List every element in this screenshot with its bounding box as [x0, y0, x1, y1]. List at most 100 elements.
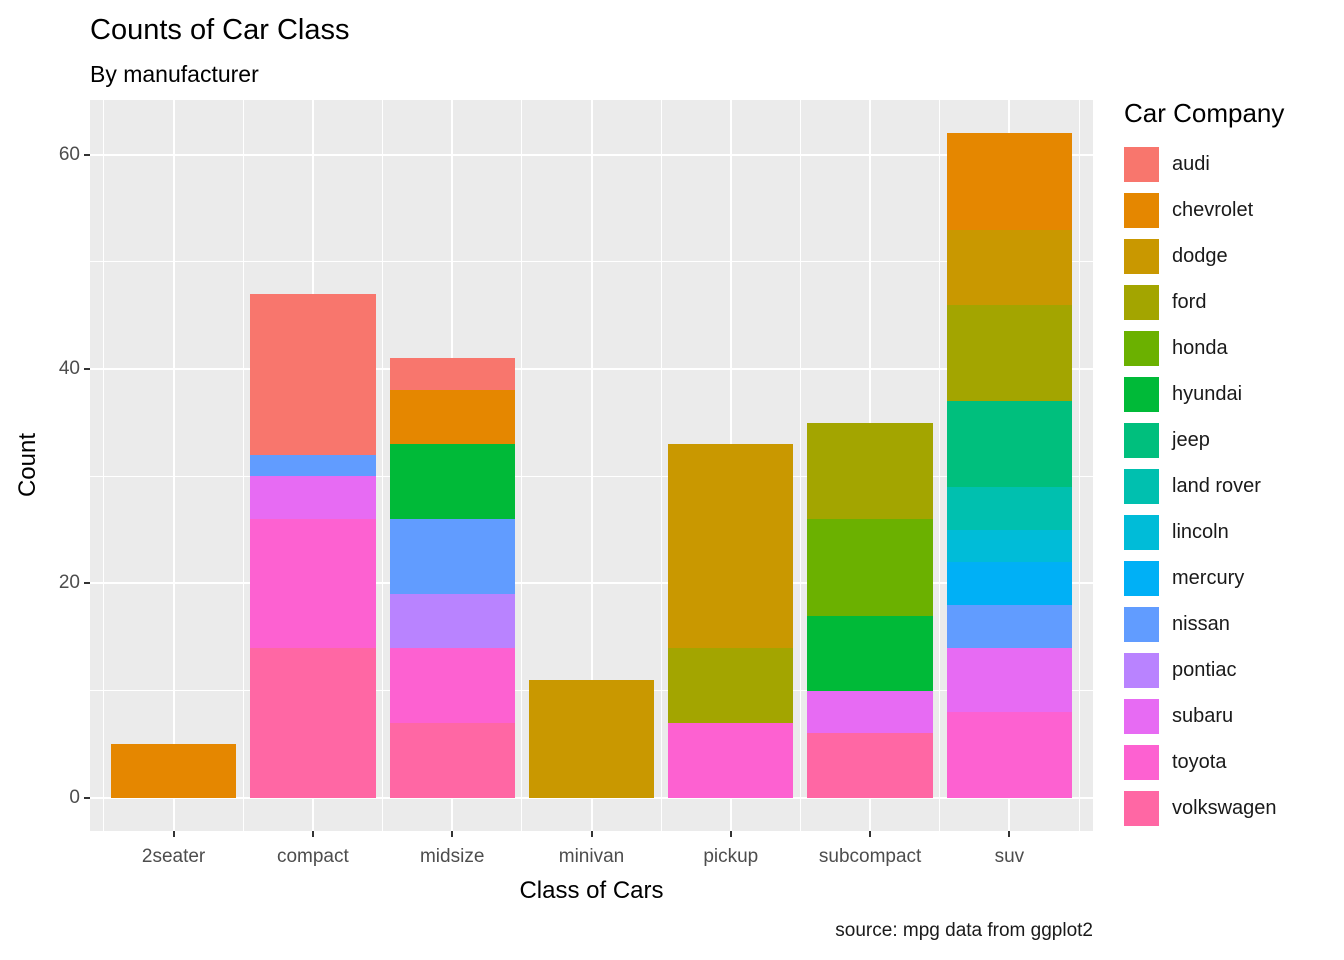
- legend-swatch-dodge: [1124, 239, 1159, 274]
- legend-swatch-honda: [1124, 331, 1159, 366]
- legend-item-dodge: dodge: [1124, 239, 1342, 274]
- legend-label-mercury: mercury: [1172, 567, 1245, 589]
- x-axis-tick: [311, 831, 314, 837]
- legend-item-lincoln: lincoln: [1124, 515, 1342, 550]
- bar-segment-suv-ford: [946, 304, 1073, 402]
- bar-segment-midsize-pontiac: [389, 594, 515, 648]
- y-tick-label: 0: [69, 786, 80, 808]
- bar-segment-midsize-toyota: [389, 647, 515, 723]
- bar-segment-suv-nissan: [946, 604, 1073, 648]
- legend-item-jeep: jeep: [1124, 423, 1342, 458]
- x-tick-label: compact: [276, 846, 349, 867]
- legend-item-honda: honda: [1124, 331, 1342, 366]
- legend-label-pontiac: pontiac: [1172, 659, 1237, 681]
- bar-segment-suv-chevrolet: [946, 133, 1073, 230]
- bar-segment-subcompact-volkswagen: [807, 733, 933, 798]
- x-axis-tick: [869, 831, 872, 837]
- legend-item-nissan: nissan: [1124, 607, 1342, 642]
- x-axis-title: Class of Cars: [519, 877, 664, 904]
- chart-title: Counts of Car Class: [90, 14, 350, 46]
- x-tick-label: pickup: [703, 846, 759, 867]
- legend-item-subaru: subaru: [1124, 699, 1342, 734]
- legend-swatch-subaru: [1124, 699, 1159, 734]
- bar-segment-subcompact-hyundai: [807, 615, 933, 691]
- x-tick-label: midsize: [419, 846, 485, 867]
- legend-item-toyota: toyota: [1124, 745, 1342, 780]
- chart-subtitle: By manufacturer: [90, 61, 259, 87]
- bar-segment-compact-volkswagen: [250, 647, 376, 798]
- legend-label-honda: honda: [1172, 337, 1228, 359]
- gridline-minor-vertical: [103, 100, 105, 831]
- y-tick-label: 60: [58, 143, 80, 165]
- legend-item-audi: audi: [1124, 147, 1342, 182]
- legend-label-nissan: nissan: [1172, 613, 1230, 635]
- gridline-major-vertical: [590, 100, 593, 831]
- chart-caption: source: mpg data from ggplot2: [835, 920, 1093, 941]
- legend-label-volkswagen: volkswagen: [1172, 797, 1277, 819]
- legend-label-lincoln: lincoln: [1172, 521, 1229, 543]
- y-axis-tick: [84, 582, 90, 585]
- gridline-minor-vertical: [939, 100, 941, 831]
- bar-segment-2seater-chevrolet: [110, 744, 237, 798]
- bar-segment-compact-audi: [250, 294, 376, 455]
- legend-item-chevrolet: chevrolet: [1124, 193, 1342, 228]
- legend-item-mercury: mercury: [1124, 561, 1342, 596]
- bar-segment-pickup-ford: [668, 647, 794, 723]
- legend-item-land-rover: land rover: [1124, 469, 1342, 504]
- gridline-minor-vertical: [660, 100, 662, 831]
- bar-segment-subcompact-ford: [807, 422, 933, 520]
- bar-segment-pickup-dodge: [668, 444, 794, 648]
- legend-swatch-chevrolet: [1124, 193, 1159, 228]
- x-tick-label: suv: [994, 846, 1025, 867]
- gridline-major-vertical: [172, 100, 175, 831]
- legend-swatch-nissan: [1124, 607, 1159, 642]
- legend-swatch-land-rover: [1124, 469, 1159, 504]
- x-tick-label: minivan: [558, 846, 625, 867]
- legend-label-subaru: subaru: [1172, 705, 1234, 727]
- legend-item-volkswagen: volkswagen: [1124, 791, 1342, 826]
- y-tick-label: 20: [58, 572, 80, 594]
- x-axis-tick: [590, 831, 593, 837]
- x-axis-tick: [172, 831, 175, 837]
- legend-swatch-audi: [1124, 147, 1159, 182]
- x-tick-label: 2seater: [141, 846, 206, 867]
- bar-segment-subcompact-honda: [807, 519, 933, 616]
- legend-swatch-volkswagen: [1124, 791, 1159, 826]
- x-axis-tick: [729, 831, 732, 837]
- bar-segment-suv-land-rover: [946, 486, 1073, 530]
- x-tick-label: subcompact: [818, 846, 922, 867]
- gridline-minor-vertical: [799, 100, 801, 831]
- legend-label-hyundai: hyundai: [1172, 383, 1243, 405]
- bar-segment-suv-subaru: [946, 647, 1073, 712]
- legend-swatch-hyundai: [1124, 377, 1159, 412]
- legend-swatch-lincoln: [1124, 515, 1159, 550]
- legend-label-audi: audi: [1172, 153, 1210, 175]
- gridline-minor-vertical: [242, 100, 244, 831]
- legend-label-ford: ford: [1172, 291, 1207, 313]
- x-axis-tick: [1008, 831, 1011, 837]
- legend-label-jeep: jeep: [1172, 429, 1210, 451]
- bar-segment-suv-lincoln: [946, 529, 1073, 562]
- legend-label-chevrolet: chevrolet: [1172, 199, 1254, 221]
- legend-swatch-mercury: [1124, 561, 1159, 596]
- gridline-minor-vertical: [382, 100, 384, 831]
- bar-segment-compact-nissan: [250, 454, 376, 477]
- bar-segment-midsize-audi: [389, 358, 515, 391]
- legend-label-toyota: toyota: [1172, 751, 1227, 773]
- gridline-minor-vertical: [1078, 100, 1080, 831]
- bar-segment-midsize-nissan: [389, 519, 515, 595]
- bar-segment-suv-mercury: [946, 561, 1073, 605]
- legend-title: Car Company: [1124, 98, 1285, 128]
- legend-swatch-jeep: [1124, 423, 1159, 458]
- bar-segment-suv-jeep: [946, 401, 1073, 487]
- legend-item-ford: ford: [1124, 285, 1342, 320]
- bar-segment-suv-dodge: [946, 229, 1073, 305]
- y-axis-tick: [84, 368, 90, 371]
- legend-label-land-rover: land rover: [1172, 475, 1261, 497]
- plot-panel: [90, 100, 1093, 831]
- bar-segment-midsize-hyundai: [389, 444, 515, 520]
- y-tick-label: 40: [58, 358, 80, 380]
- y-axis-tick: [84, 796, 90, 799]
- legend-label-dodge: dodge: [1172, 245, 1228, 267]
